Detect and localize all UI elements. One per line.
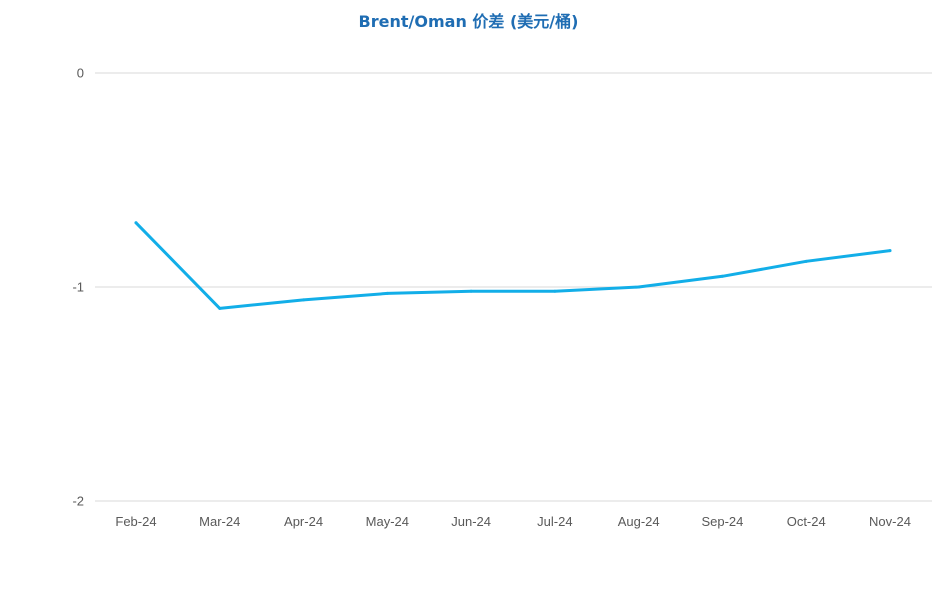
data-point xyxy=(218,306,222,310)
y-tick-label: -2 xyxy=(72,494,84,509)
x-tick-label: May-24 xyxy=(366,514,409,529)
chart-title: Brent/Oman 价差 (美元/桶) xyxy=(358,12,579,31)
y-tick-label: -1 xyxy=(72,280,84,295)
x-tick-label: Oct-24 xyxy=(787,514,826,529)
data-point xyxy=(553,289,557,293)
x-axis-ticks: Feb-24 Mar-24 Apr-24 May-24 Jun-24 Jul-24 Aug-… xyxy=(115,514,911,529)
x-tick-label: Feb-24 xyxy=(115,514,156,529)
x-tick-label: Apr-24 xyxy=(284,514,323,529)
gridlines xyxy=(95,72,932,502)
data-point xyxy=(385,291,389,295)
x-tick-label: Nov-24 xyxy=(869,514,911,529)
y-axis-ticks: 0 -1 -2 xyxy=(72,66,84,509)
y-tick-label: 0 xyxy=(77,66,84,81)
data-point xyxy=(302,298,306,302)
data-point xyxy=(720,274,724,278)
x-tick-label: Jul-24 xyxy=(537,514,572,529)
data-point xyxy=(804,259,808,263)
x-tick-label: Jun-24 xyxy=(451,514,491,529)
data-point xyxy=(637,285,641,289)
series-line xyxy=(134,221,892,310)
data-point xyxy=(134,221,138,225)
x-tick-label: Aug-24 xyxy=(618,514,660,529)
x-tick-label: Sep-24 xyxy=(701,514,743,529)
series-layer xyxy=(134,221,892,310)
data-point xyxy=(469,289,473,293)
data-point xyxy=(888,249,892,253)
x-tick-label: Mar-24 xyxy=(199,514,240,529)
